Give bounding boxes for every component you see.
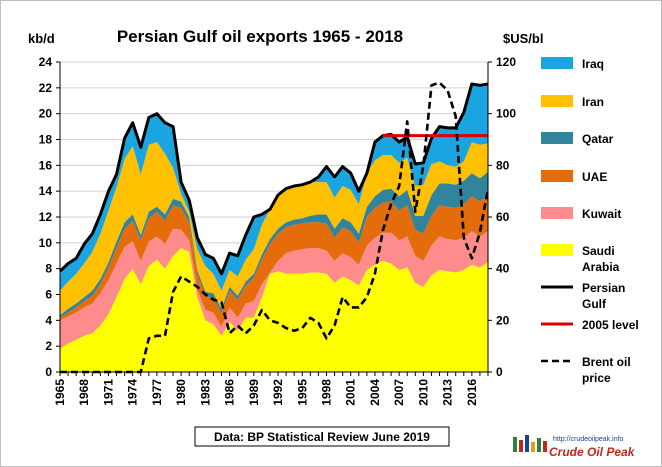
logo-url: http://crudeoilpeak.info	[553, 436, 624, 443]
legend: Iraq Iran Qatar UAE Kuwait Saudi Arabia Persian…	[541, 57, 639, 385]
legend-label: Persian	[582, 281, 625, 295]
legend-item-saudi-arabia: Saudi Arabia	[541, 244, 620, 274]
x-tick-label: 1974	[126, 379, 140, 406]
y-left-tick-label: 0	[45, 365, 52, 379]
chart-title: Persian Gulf oil exports 1965 - 2018	[117, 27, 403, 46]
x-tick-label: 2013	[441, 379, 455, 406]
x-tick-label: 2007	[392, 379, 406, 406]
legend-swatch	[541, 57, 573, 69]
legend-swatch	[541, 207, 573, 219]
area-uae	[60, 195, 488, 327]
x-tick-label: 1986	[223, 379, 237, 406]
y-right-tick-label: 60	[496, 210, 510, 224]
x-tick-label: 1998	[319, 379, 333, 406]
area-saudi-arabia	[60, 248, 488, 372]
y-right-tick-label: 40	[496, 262, 510, 276]
y-left-tick-label: 20	[39, 107, 53, 121]
y-left-tick-label: 6	[45, 288, 52, 302]
legend-label: 2005 level	[582, 318, 639, 332]
y-left-tick-label: 18	[39, 133, 53, 147]
y-right-tick-label: 80	[496, 158, 510, 172]
x-tick-label: 2016	[465, 379, 479, 406]
legend-label: Qatar	[582, 132, 614, 146]
legend-swatch	[541, 132, 573, 144]
legend-item-iran: Iran	[541, 95, 604, 109]
y-left-tick-label: 14	[39, 184, 53, 198]
stacked-areas	[60, 84, 488, 372]
area-iran	[60, 142, 488, 316]
line-persian-gulf	[58, 82, 489, 276]
y-left-tick-label: 12	[39, 210, 53, 224]
x-tick-label: 1968	[77, 379, 91, 406]
y-left-tick-label: 2	[45, 339, 52, 353]
logo-barrels-icon	[513, 435, 547, 452]
legend-item-persian-gulf: Persian Gulf	[541, 281, 625, 311]
y-right-tick-label: 120	[496, 55, 516, 69]
x-tick-label: 1989	[247, 379, 261, 406]
legend-item-uae: UAE	[541, 170, 607, 184]
y-right-tick-labels: 0 20 40 60 80 100 120	[488, 55, 516, 379]
legend-label: Iran	[582, 95, 604, 109]
x-tick-label: 1980	[174, 379, 188, 406]
legend-label: Gulf	[582, 297, 607, 311]
x-tick-labels: 1965 1968 1971 1974 1977 1980 1983 1986 1989 1992…	[53, 379, 479, 406]
x-tick-label: 2004	[368, 379, 382, 406]
y-right-tick-label: 0	[496, 365, 503, 379]
x-tick-label: 2001	[344, 379, 358, 406]
legend-item-kuwait: Kuwait	[541, 207, 621, 221]
source-box	[194, 426, 450, 447]
logo-name: Crude Oil Peak	[549, 445, 636, 459]
legend-swatch	[541, 244, 573, 256]
y-left-tick-label: 24	[39, 55, 53, 69]
y-right-unit: $US/bl	[503, 31, 543, 46]
y-left-tick-label: 16	[39, 158, 53, 172]
legend-item-2005-level: 2005 level	[541, 318, 639, 332]
x-tick-label: 1983	[198, 379, 212, 406]
y-left-tick-label: 22	[39, 81, 53, 95]
area-kuwait	[60, 228, 488, 349]
legend-label: price	[582, 371, 611, 385]
x-tick-label: 1977	[150, 379, 164, 406]
y-left-unit: kb/d	[28, 31, 55, 46]
y-left-tick-label: 4	[45, 313, 52, 327]
source-annotation: Data: BP Statistical Review June 2019	[194, 426, 450, 447]
x-tick-label: 1971	[101, 379, 115, 406]
legend-item-brent-oil-price: Brent oil price	[541, 355, 631, 385]
x-tick-label: 1992	[271, 379, 285, 406]
legend-label: Arabia	[582, 260, 620, 274]
legend-swatch	[541, 95, 573, 107]
y-right-tick-label: 20	[496, 313, 510, 327]
legend-label: UAE	[582, 170, 607, 184]
y-left-tick-label: 8	[45, 262, 52, 276]
x-tick-label: 1965	[53, 379, 67, 406]
legend-item-iraq: Iraq	[541, 57, 604, 71]
x-tick-label: 2010	[416, 379, 430, 406]
source-text: Data: BP Statistical Review June 2019	[214, 430, 430, 444]
area-qatar	[60, 171, 488, 318]
x-tick-label: 1995	[295, 379, 309, 406]
area-iraq	[60, 84, 488, 291]
legend-item-qatar: Qatar	[541, 132, 614, 146]
legend-label: Saudi	[582, 244, 615, 258]
y-right-tick-label: 100	[496, 107, 516, 121]
legend-label: Iraq	[582, 57, 604, 71]
logo: http://crudeoilpeak.info Crude Oil Peak	[510, 432, 644, 459]
legend-label: Brent oil	[582, 355, 631, 369]
legend-label: Kuwait	[582, 207, 621, 221]
legend-swatch	[541, 170, 573, 182]
y-left-tick-label: 10	[39, 236, 53, 250]
